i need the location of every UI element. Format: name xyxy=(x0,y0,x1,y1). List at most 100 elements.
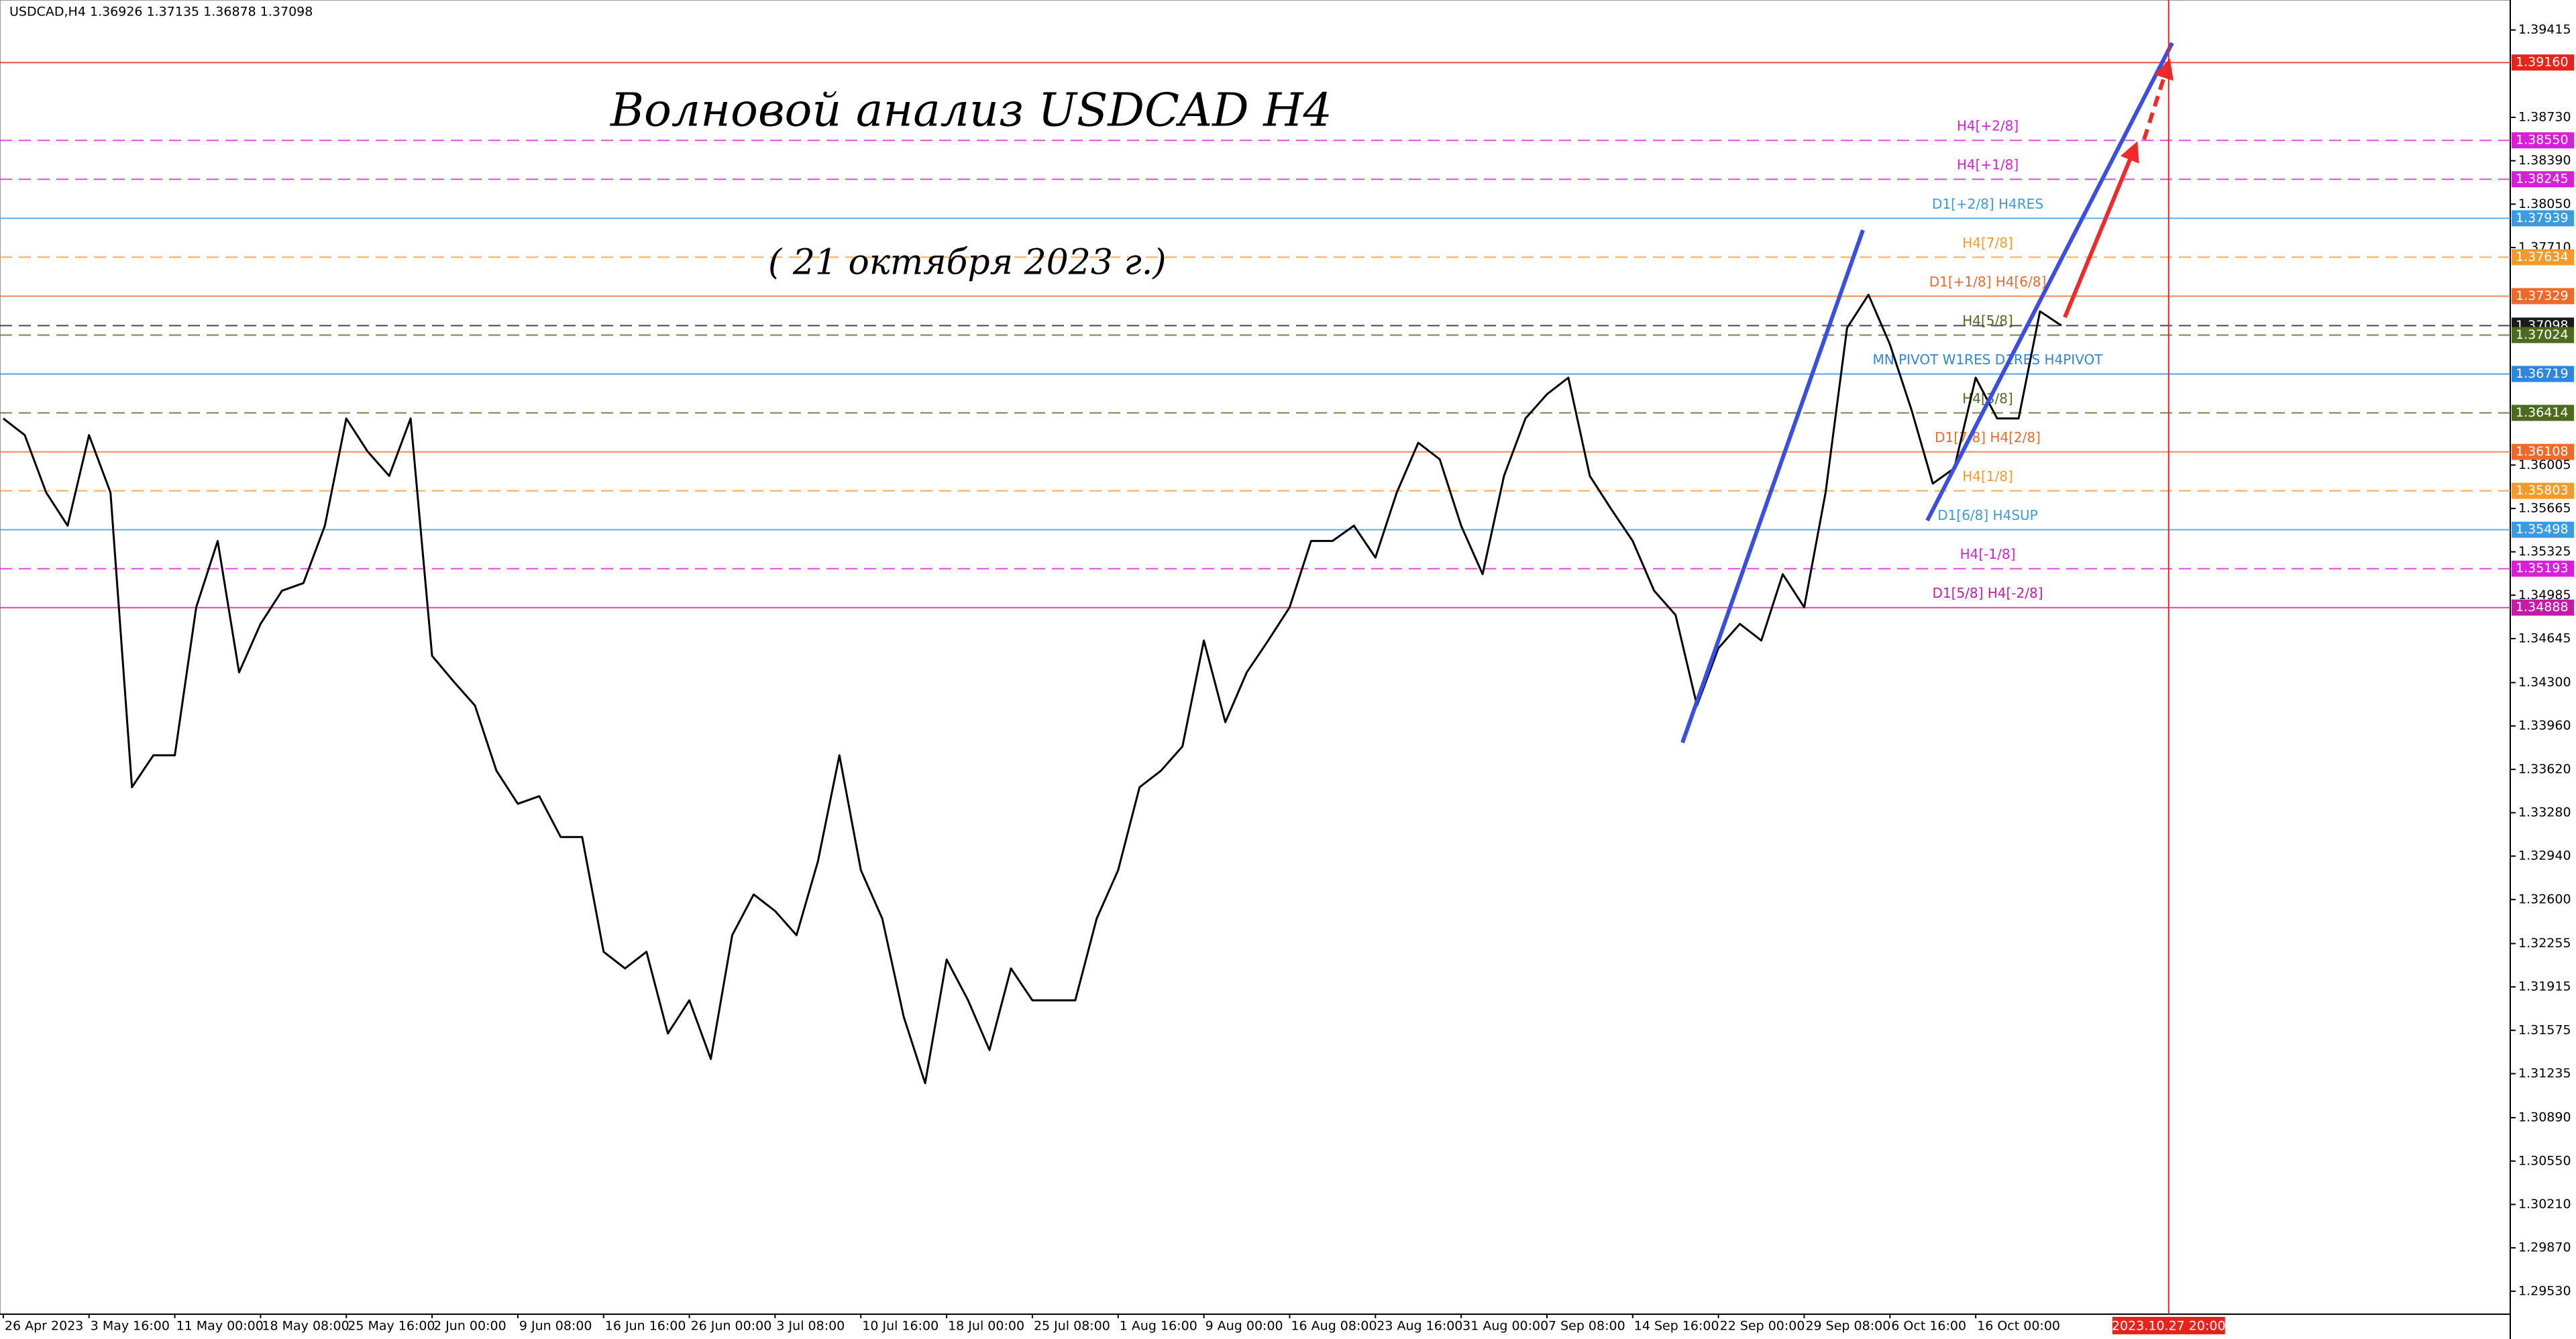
y-tick-label: 1.31235 xyxy=(2518,1066,2571,1081)
level-name: D1[7/8] H4[2/8] xyxy=(1935,429,2041,445)
x-tick-label: 14 Sep 16:00 xyxy=(1634,1319,1719,1334)
y-tick-label: 1.30890 xyxy=(2518,1110,2571,1125)
levels: H4[+2/8] H4[+1/8] D1[+2/8] H4RES H4[7/8] D1[… xyxy=(0,62,2510,608)
x-tick-label: 23 Aug 16:00 xyxy=(1377,1319,1462,1334)
x-tick-label: 16 Oct 00:00 xyxy=(1977,1319,2060,1334)
forecast-arrow xyxy=(2142,58,2174,140)
x-tick-label: 11 May 00:00 xyxy=(176,1319,264,1334)
forecast-arrow xyxy=(2063,141,2139,319)
x-tick-label: 25 Jul 08:00 xyxy=(1034,1319,1110,1334)
level-value: 1.34888 xyxy=(2516,600,2569,614)
time-marker-box xyxy=(2112,1317,2225,1334)
y-tick-label: 1.33620 xyxy=(2518,761,2571,776)
series xyxy=(2,293,2062,1085)
y-tick-label: 1.35665 xyxy=(2518,500,2571,515)
level-name: H4[+1/8] xyxy=(1957,157,2019,173)
x-tick-label: 2023.10.27 20:00 xyxy=(2112,1319,2226,1334)
y-tick-label: 1.36005 xyxy=(2518,458,2571,472)
level-name: D1[+1/8] H4[6/8] xyxy=(1929,274,2047,290)
y-tick-label: 1.38050 xyxy=(2518,197,2571,211)
x-tick-label: 16 Jun 16:00 xyxy=(605,1319,686,1334)
level-name: D1[6/8] H4SUP xyxy=(1937,507,2037,523)
level-value-box xyxy=(2512,443,2574,460)
level-value: 1.36414 xyxy=(2516,405,2569,420)
y-tick-label: 1.34985 xyxy=(2518,588,2571,602)
header: USDCAD,H4 1.36926 1.37135 1.36878 1.3709… xyxy=(9,5,313,19)
trend-line xyxy=(1925,42,2174,522)
level-value: 1.35803 xyxy=(2516,483,2569,498)
y-tick-label: 1.30210 xyxy=(2518,1197,2571,1212)
level-name: D1[5/8] H4[-2/8] xyxy=(1932,585,2043,601)
plot-area xyxy=(0,0,2511,1315)
x-tick-label: 9 Jun 08:00 xyxy=(519,1319,592,1334)
level-value-box xyxy=(2512,132,2574,149)
level-name: H4[7/8] xyxy=(1962,235,2013,251)
level-name: H4[-1/8] xyxy=(1960,546,2016,562)
x-tick-label: 26 Jun 00:00 xyxy=(691,1319,772,1334)
level-name: H4[+2/8] xyxy=(1957,118,2019,134)
x-tick-label: 31 Aug 00:00 xyxy=(1462,1319,1548,1334)
x-tick-label: 22 Sep 00:00 xyxy=(1720,1319,1805,1334)
level-value-box xyxy=(2512,327,2574,343)
y-tick-label: 1.32940 xyxy=(2518,849,2571,863)
level-name: H4[5/8] xyxy=(1962,313,2013,329)
x-tick-label: 29 Sep 08:00 xyxy=(1805,1319,1890,1334)
level-value: 1.37024 xyxy=(2516,327,2569,342)
trend-line xyxy=(1680,229,1865,743)
y-tick-label: 1.29870 xyxy=(2518,1240,2571,1255)
level-value: 1.39160 xyxy=(2516,55,2569,70)
level-value: 1.38550 xyxy=(2516,133,2569,148)
y-tick-label: 1.32255 xyxy=(2518,936,2571,951)
level-value: 1.36108 xyxy=(2516,444,2569,459)
y-tick-label: 1.30550 xyxy=(2518,1153,2571,1168)
x-tick-label: 1 Aug 16:00 xyxy=(1120,1319,1197,1334)
y-tick-label: 1.29530 xyxy=(2518,1283,2571,1298)
y-tick-label: 1.33280 xyxy=(2518,805,2571,820)
level-value-box xyxy=(2512,482,2574,499)
y-tick-label: 1.34645 xyxy=(2518,631,2571,645)
y-tick-label: 1.34300 xyxy=(2518,675,2571,690)
y-tick-label: 1.39415 xyxy=(2518,22,2571,37)
level-value: 1.35498 xyxy=(2516,522,2569,537)
y-tick-label: 1.38730 xyxy=(2518,109,2571,124)
x-tick-label: 3 Jul 08:00 xyxy=(776,1319,845,1334)
x-tick-label: 18 Jul 00:00 xyxy=(948,1319,1024,1334)
y-tick-label: 1.31575 xyxy=(2518,1022,2571,1037)
x-tick-label: 10 Jul 16:00 xyxy=(862,1319,938,1334)
x-tick-label: 6 Oct 16:00 xyxy=(1891,1319,1966,1334)
x-tick-label: 2 Jun 00:00 xyxy=(433,1319,506,1334)
y-tick-label: 1.32600 xyxy=(2518,892,2571,906)
level-value-box xyxy=(2512,54,2574,71)
x-tick-label: 16 Aug 08:00 xyxy=(1291,1319,1377,1334)
x-tick-label: 9 Aug 00:00 xyxy=(1205,1319,1283,1334)
level-value: 1.37634 xyxy=(2516,250,2569,264)
level-value-box xyxy=(2512,405,2574,421)
level-value-box xyxy=(2512,171,2574,188)
chart-title: Волновой анализ USDCAD H4 xyxy=(609,85,1332,138)
level-value-box xyxy=(2512,599,2574,616)
level-name: H4[1/8] xyxy=(1962,468,2013,484)
price-line xyxy=(2,293,2062,1085)
level-value-box xyxy=(2512,366,2574,382)
level-value-box xyxy=(2512,521,2574,538)
y-tick-label: 1.38390 xyxy=(2518,153,2571,168)
level-name: MN PIVOT W1RES D1RES H4PIVOT xyxy=(1873,352,2104,368)
level-value-box xyxy=(2512,249,2574,266)
level-value-box xyxy=(2512,210,2574,227)
level-value-box xyxy=(2512,560,2574,577)
level-value-box xyxy=(2512,288,2574,305)
level-value: 1.37939 xyxy=(2516,211,2569,225)
x-tick-label: 3 May 16:00 xyxy=(91,1319,170,1334)
x-tick-label: 26 Apr 2023 xyxy=(5,1319,83,1334)
y-tick-label: 1.31915 xyxy=(2518,979,2571,994)
y-tick-label: 1.35325 xyxy=(2518,544,2571,559)
level-value: 1.38245 xyxy=(2516,172,2569,186)
x-tick-label: 7 Sep 08:00 xyxy=(1548,1319,1625,1334)
level-value: 1.37329 xyxy=(2516,288,2569,303)
level-name: D1[+2/8] H4RES xyxy=(1932,196,2043,212)
y-tick-label: 1.33960 xyxy=(2518,718,2571,733)
chart-subtitle: ( 21 октября 2023 г.) xyxy=(768,243,1167,283)
level-value: 1.35193 xyxy=(2516,561,2569,576)
